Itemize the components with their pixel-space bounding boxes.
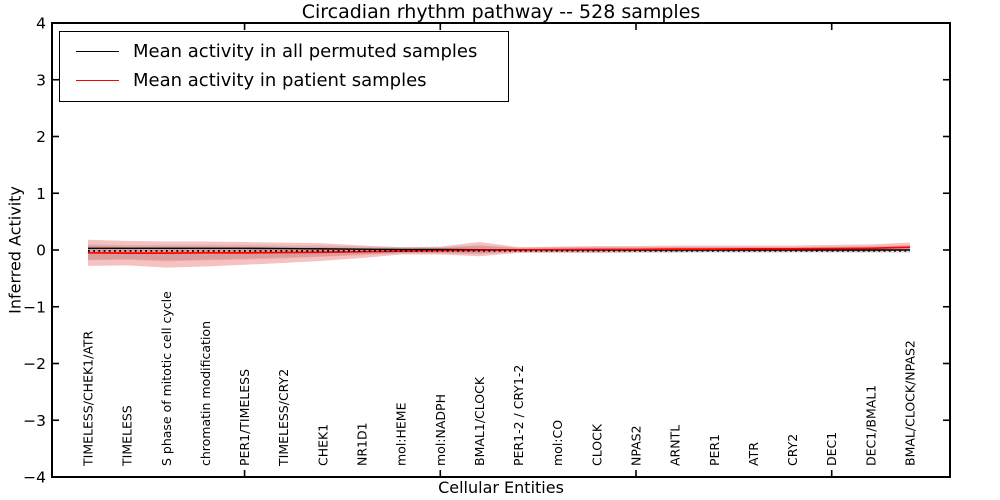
x-category-label: TIMELESS — [120, 405, 135, 467]
legend-line-sample-permuted — [76, 51, 119, 52]
x-category-label: TIMELESS/CHEK1/ATR — [81, 330, 96, 467]
x-category-label: DEC1 — [824, 432, 839, 466]
x-category-label: chromatin modification — [198, 321, 213, 466]
legend: Mean activity in all permuted samples Me… — [59, 31, 509, 102]
y-tick-label: −1 — [23, 298, 46, 316]
y-tick-label: 3 — [36, 71, 46, 89]
x-category-label: ATR — [746, 442, 761, 466]
y-axis-label: Inferred Activity — [5, 186, 25, 314]
chart-title: Circadian rhythm pathway -- 528 samples — [301, 1, 701, 23]
legend-item-label: Mean activity in all permuted samples — [133, 41, 478, 62]
x-category-label: PER1 — [707, 434, 722, 466]
x-category-label: CRY2 — [785, 434, 800, 466]
x-category-label: mol:CO — [550, 420, 565, 466]
y-tick-label: 2 — [36, 128, 46, 146]
patient-band-outer-fill — [88, 239, 910, 268]
x-category-label: BMAL1/CLOCK — [472, 376, 487, 466]
y-tick-label: 0 — [36, 242, 46, 260]
y-tick-label: −2 — [23, 355, 46, 373]
legend-item-label: Mean activity in patient samples — [133, 70, 427, 91]
x-category-label: CLOCK — [589, 423, 604, 466]
y-tick-label: 4 — [36, 15, 46, 33]
y-tick-label: −3 — [23, 412, 46, 430]
x-category-label: S phase of mitotic cell cycle — [159, 291, 174, 466]
legend-item: Mean activity in patient samples — [60, 66, 508, 95]
x-category-label: NPAS2 — [629, 425, 644, 466]
x-category-label: mol:HEME — [394, 402, 409, 466]
x-category-label: ARNTL — [668, 425, 683, 466]
legend-item: Mean activity in all permuted samples — [60, 37, 508, 66]
x-category-label: NR1D1 — [355, 422, 370, 466]
x-category-label: PER1/TIMELESS — [237, 369, 252, 466]
legend-line-sample-patient — [76, 80, 119, 81]
x-category-label: CHEK1 — [315, 424, 330, 466]
x-category-label: mol:NADPH — [433, 394, 448, 466]
x-category-label: PER1-2 / CRY1-2 — [511, 365, 526, 466]
x-category-label: TIMELESS/CRY2 — [276, 369, 291, 467]
y-tick-label: 1 — [36, 185, 46, 203]
x-category-label: BMAL/CLOCK/NPAS2 — [903, 340, 918, 466]
y-tick-label: −4 — [23, 469, 46, 487]
x-category-label: DEC1/BMAL1 — [863, 385, 878, 466]
x-axis-label: Cellular Entities — [438, 478, 564, 497]
